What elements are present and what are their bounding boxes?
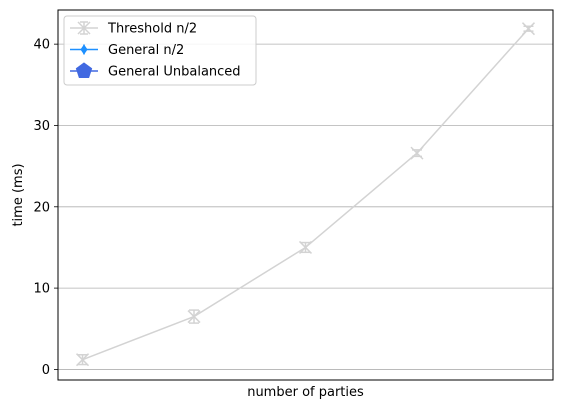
y-tick-label: 0	[42, 363, 50, 378]
y-tick-label: 10	[33, 282, 50, 297]
x-axis-label: number of parties	[247, 385, 364, 400]
data-point	[187, 310, 201, 324]
data-point	[410, 146, 424, 160]
legend-box	[63, 15, 257, 86]
y-axis: 0 10 20 30 40	[33, 38, 58, 378]
legend-marker	[77, 21, 91, 35]
data-point	[75, 353, 90, 367]
legend: Threshold n/2 General n/2 General Unbalanc…	[63, 15, 257, 86]
series-threshold-n-2	[75, 22, 536, 367]
series-layer	[75, 22, 536, 367]
y-axis-label: time (ms)	[11, 163, 26, 226]
legend-label: Threshold n/2	[107, 22, 197, 37]
legend-entry: General n/2	[70, 43, 184, 58]
legend-marker	[80, 44, 88, 55]
legend-entry: General Unbalanced	[70, 62, 241, 80]
y-tick-label: 30	[33, 119, 50, 134]
data-point	[521, 22, 536, 36]
legend-entry: Threshold n/2	[70, 21, 197, 37]
axes-frame	[57, 9, 554, 381]
y-tick-label: 20	[33, 200, 50, 215]
legend-label: General Unbalanced	[108, 65, 241, 80]
grid-lines	[58, 43, 553, 370]
y-tick-label: 40	[33, 38, 50, 53]
legend-marker	[75, 62, 93, 78]
legend-label: General n/2	[108, 43, 184, 58]
data-point	[298, 240, 313, 254]
